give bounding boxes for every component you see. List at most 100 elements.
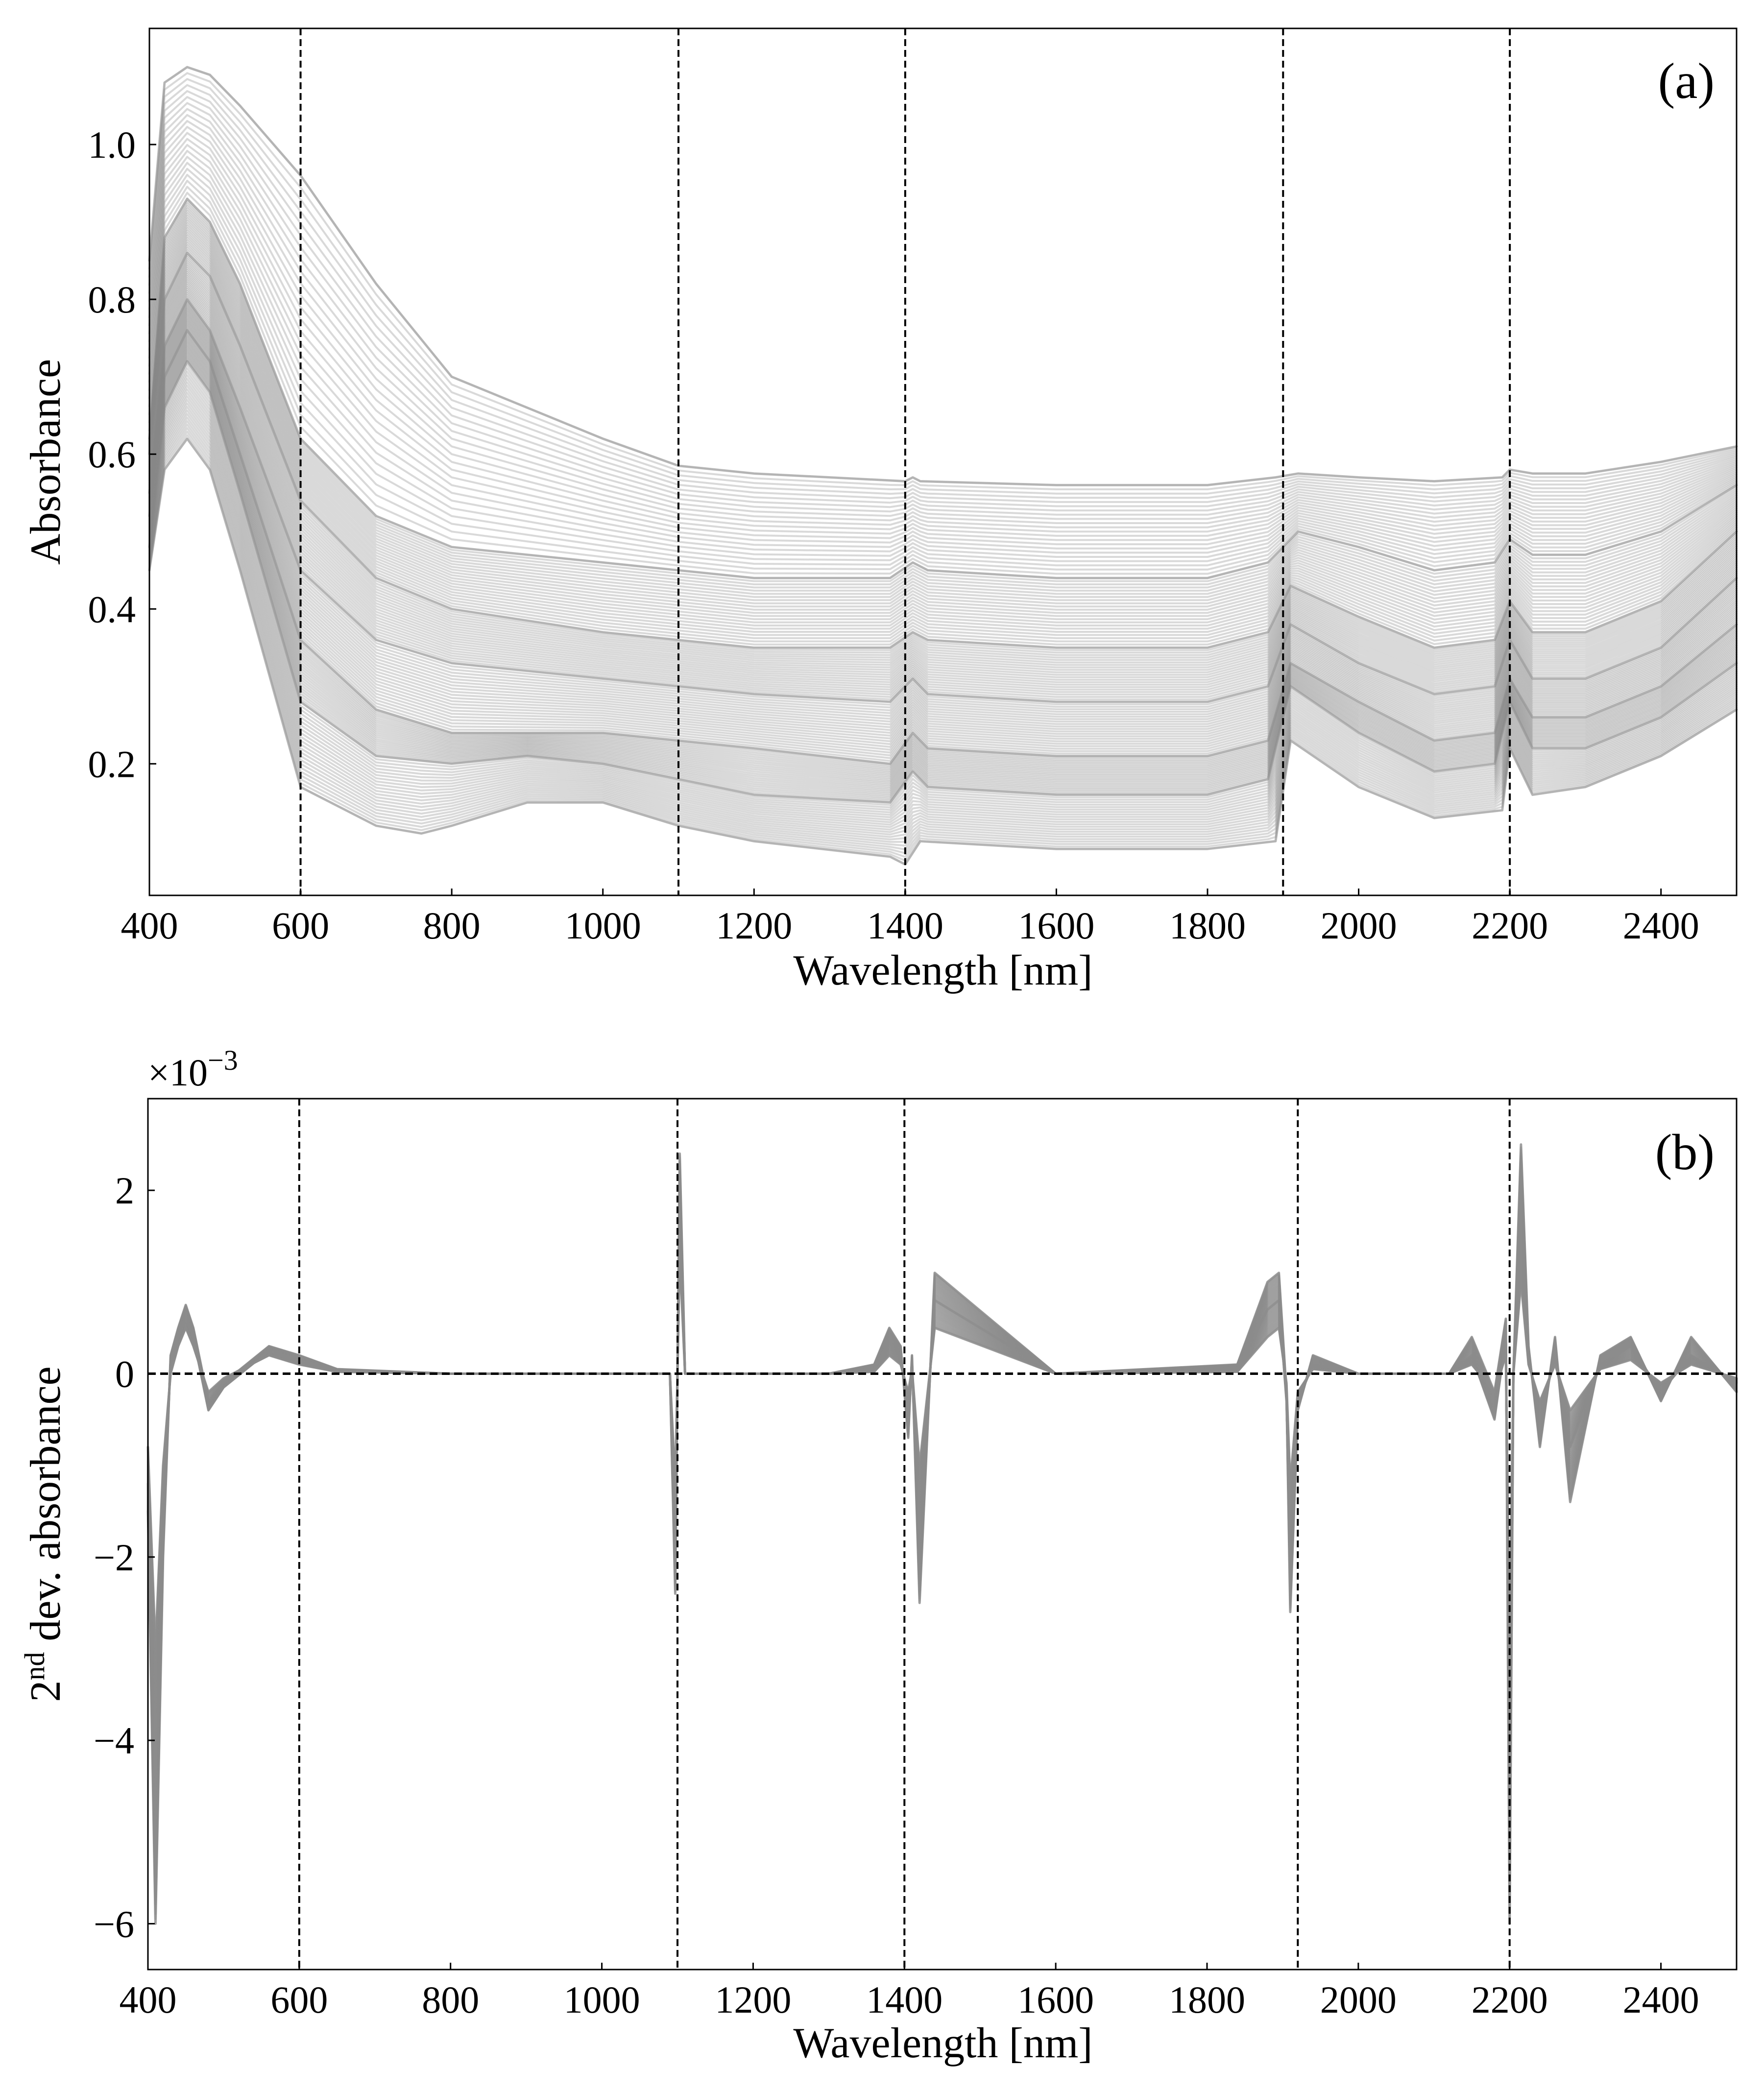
panel-a-spectrum-line	[148, 156, 1738, 550]
panel-a-spectrum-line	[148, 268, 1738, 669]
panel-b-x-tick-label: 400	[120, 1978, 177, 2021]
panel-a-series-upper-mid	[148, 251, 1738, 649]
panel-a-spectrum-line	[148, 311, 1738, 728]
panel-b-axis-multiplier: ×10−3	[148, 1044, 238, 1094]
panel-a-spectrum-line	[148, 102, 1738, 512]
panel-a-spectrum-line	[148, 363, 1738, 806]
panel-a-spectrum-line	[148, 240, 1738, 633]
panel-b-spectrum-line	[146, 1143, 1738, 1925]
panel-a-spectrum-line	[148, 219, 1738, 608]
panel-a-spectrum-line	[148, 315, 1738, 737]
panel-a-spectrum-line	[148, 266, 1738, 666]
panel-a-spectrum-line	[148, 256, 1738, 654]
panel-a-x-tick-label: 1200	[716, 904, 792, 947]
panel-a-spectrum-line	[148, 308, 1738, 723]
panel-a-spectrum-line	[148, 277, 1738, 678]
panel-a-spectrum-line	[148, 262, 1738, 661]
panel-a-spectrum-line	[148, 138, 1738, 537]
panel-a-spectrum-line	[148, 350, 1738, 792]
panel-a-label: (a)	[1658, 53, 1715, 109]
panel-a-spectrum-line	[148, 84, 1738, 499]
panel-b-x-tick-label: 2200	[1472, 1978, 1548, 2021]
panel-a-spectrum-line	[148, 340, 1738, 779]
panel-a-x-tick-label: 1400	[867, 904, 943, 947]
panel-a-series-lower-mid	[148, 329, 1738, 765]
panel-b-spectrum-line	[146, 1164, 1738, 1891]
panel-a-spectrum-line	[148, 409, 1738, 838]
panel-a-spectrum-line	[148, 305, 1738, 717]
panel-a-spectrum-line	[148, 329, 1738, 765]
panel-b-x-tick-label: 1800	[1169, 1978, 1245, 2021]
multiplier-base: ×10	[148, 1051, 208, 1094]
panel-a-spectrum-line	[148, 300, 1738, 706]
panel-a-spectrum-line	[148, 347, 1738, 788]
panel-a-axes-frame	[148, 27, 1738, 896]
panel-a-spectrum-line	[148, 162, 1738, 554]
panel-a-spectrum-line	[148, 78, 1738, 495]
panel-a-spectrum-line	[148, 200, 1738, 582]
panel-a-spectrum-line	[148, 225, 1738, 614]
panel-a-x-tick-label: 400	[121, 904, 178, 947]
panel-b-y-tick-label: −6	[94, 1902, 134, 1945]
panel-a-spectrum-line	[148, 271, 1738, 671]
panel-a-spectrum-line	[148, 72, 1738, 490]
panel-a-y-axis-label: Absorbance	[22, 359, 70, 565]
panel-a-y-tick-label: 0.8	[88, 278, 136, 321]
panel-a-spectrum-line	[148, 244, 1738, 639]
panel-a-spectrum-line	[148, 144, 1738, 541]
panel-b-x-tick-label: 1600	[1017, 1978, 1094, 2021]
panel-b-series-envelope-a	[146, 1143, 1738, 1925]
panel-b-spectrum-line	[146, 1170, 1738, 1881]
multiplier-exponent: −3	[208, 1044, 238, 1076]
panel-a-spectrum-line	[148, 132, 1738, 533]
panel-b-x-tick-label: 800	[422, 1978, 479, 2021]
panel-a-spectrum-line	[148, 336, 1738, 774]
panel-b-spectrum-line	[146, 1167, 1738, 1886]
panel-a-spectrum-line	[148, 260, 1738, 659]
panel-a-spectrum-line	[148, 337, 1738, 775]
panel-b-x-tick-label: 1000	[564, 1978, 640, 2021]
panel-a-spectrum-line	[148, 222, 1738, 611]
panel-a-spectrum-line	[148, 258, 1738, 656]
panel-a-spectrum-line	[148, 281, 1738, 683]
panel-a-spectrum-line	[148, 275, 1738, 676]
panel-a-spectrum-line	[148, 395, 1738, 828]
panel-a-spectrum-line	[148, 114, 1738, 520]
panel-a-spectrum-line	[148, 427, 1738, 854]
panel-b-spectrum-line	[146, 1146, 1738, 1920]
panel-a-spectrum-line	[148, 434, 1738, 862]
panel-a-spectrum-line	[148, 381, 1738, 818]
panel-a-spectrum-line	[148, 292, 1738, 696]
panel-a-spectrum-line	[148, 227, 1738, 617]
panel-a-spectrum-line	[148, 349, 1738, 790]
panel-a-spectrum-line	[148, 254, 1738, 651]
panel-a-spectrum-line	[148, 371, 1738, 811]
panel-a-spectrum-line	[148, 332, 1738, 769]
panel-b-series-envelope-c	[146, 1253, 1738, 1650]
panel-b-spectrum-line	[146, 1161, 1738, 1896]
panel-a-x-tick-label: 600	[272, 904, 329, 947]
panel-a-spectrum-line	[148, 357, 1738, 800]
panel-b-spectrum-line	[146, 1158, 1738, 1900]
panel-a-spectrum-line	[148, 66, 1738, 486]
panel-a-x-tick-label: 800	[423, 904, 481, 947]
panel-a-spectrum-line	[148, 423, 1738, 851]
panel-a-spectrum-line	[148, 388, 1738, 823]
panel-b-x-tick-label: 2400	[1623, 1978, 1699, 2021]
panel-a-spectrum-line	[148, 96, 1738, 507]
panel-a-spectra	[148, 66, 1738, 866]
panel-b-x-ticks: 400 600 800 1000 1200 1400 1600 1800 2000 2200 240…	[120, 1963, 1699, 2021]
panel-a-spectrum-line	[148, 339, 1738, 777]
panel-a-spectrum-line	[148, 215, 1738, 601]
panel-b-x-tick-label: 1400	[866, 1978, 942, 2021]
panel-a-spectrum-line	[148, 296, 1738, 700]
panel-a-absorbance-chart: 400 600 800 1000 1200 1400 1600 1800 2000 2200 240…	[22, 27, 1738, 994]
panel-b-y-tick-label: 0	[115, 1352, 134, 1395]
panel-b-y-tick-label: −2	[94, 1536, 134, 1579]
panel-b-y-tick-label: −4	[94, 1719, 134, 1762]
panel-a-spectrum-line	[148, 343, 1738, 783]
panel-a-spectrum-line	[148, 378, 1738, 816]
panel-a-spectrum-line	[148, 346, 1738, 786]
panel-a-spectrum-line	[148, 265, 1738, 664]
panel-a-spectrum-line	[148, 247, 1738, 643]
